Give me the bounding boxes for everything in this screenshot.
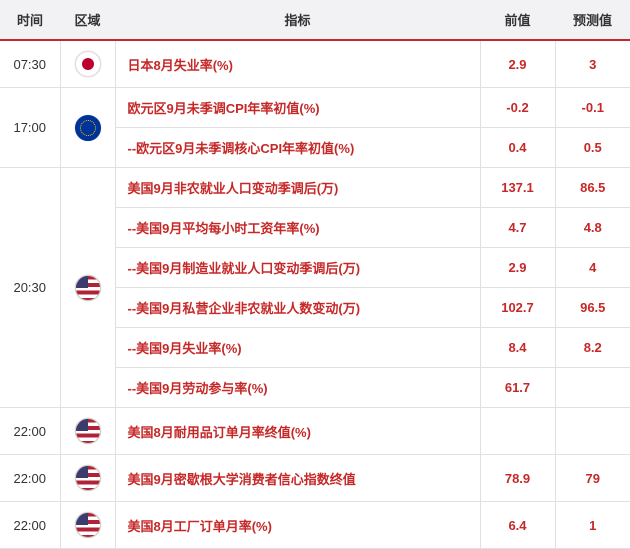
table-row: 20:30美国9月非农就业人口变动季调后(万)137.186.5 bbox=[0, 168, 630, 208]
cell-forecast: 3 bbox=[555, 40, 630, 88]
cell-prev bbox=[480, 408, 555, 455]
cell-region bbox=[60, 88, 115, 168]
cell-region bbox=[60, 502, 115, 549]
cell-forecast: 1 bbox=[555, 502, 630, 549]
cell-region bbox=[60, 408, 115, 455]
cell-forecast bbox=[555, 368, 630, 408]
us-flag-icon bbox=[75, 512, 101, 538]
cell-forecast bbox=[555, 408, 630, 455]
cell-forecast: 4 bbox=[555, 248, 630, 288]
cell-forecast: -0.1 bbox=[555, 88, 630, 128]
cell-forecast: 96.5 bbox=[555, 288, 630, 328]
cell-prev: 2.9 bbox=[480, 248, 555, 288]
cell-indicator: --美国9月平均每小时工资年率(%) bbox=[115, 208, 480, 248]
header-region: 区域 bbox=[60, 0, 115, 40]
economic-calendar-table: 时间 区域 指标 前值 预测值 07:30日本8月失业率(%)2.9317:00… bbox=[0, 0, 630, 549]
cell-region bbox=[60, 168, 115, 408]
cell-indicator: 欧元区9月未季调CPI年率初值(%) bbox=[115, 88, 480, 128]
header-prev: 前值 bbox=[480, 0, 555, 40]
cell-indicator: 美国8月工厂订单月率(%) bbox=[115, 502, 480, 549]
cell-time: 22:00 bbox=[0, 502, 60, 549]
eu-flag-icon bbox=[75, 115, 101, 141]
cell-prev: 4.7 bbox=[480, 208, 555, 248]
cell-time: 17:00 bbox=[0, 88, 60, 168]
cell-region bbox=[60, 455, 115, 502]
cell-indicator: 美国9月非农就业人口变动季调后(万) bbox=[115, 168, 480, 208]
us-flag-icon bbox=[75, 465, 101, 491]
cell-prev: 137.1 bbox=[480, 168, 555, 208]
cell-prev: 6.4 bbox=[480, 502, 555, 549]
cell-time: 22:00 bbox=[0, 408, 60, 455]
cell-prev: 8.4 bbox=[480, 328, 555, 368]
table-row: 22:00 美国9月密歇根大学消费者信心指数终值78.979 bbox=[0, 455, 630, 502]
cell-prev: 0.4 bbox=[480, 128, 555, 168]
us-flag-icon bbox=[75, 418, 101, 444]
jp-flag-icon bbox=[75, 51, 101, 77]
table-row: 22:00 美国8月工厂订单月率(%)6.41 bbox=[0, 502, 630, 549]
cell-indicator: --美国9月私营企业非农就业人数变动(万) bbox=[115, 288, 480, 328]
cell-forecast: 8.2 bbox=[555, 328, 630, 368]
header-row: 时间 区域 指标 前值 预测值 bbox=[0, 0, 630, 40]
cell-indicator: 日本8月失业率(%) bbox=[115, 40, 480, 88]
cell-indicator: --美国9月劳动参与率(%) bbox=[115, 368, 480, 408]
cell-indicator: --美国9月制造业就业人口变动季调后(万) bbox=[115, 248, 480, 288]
cell-prev: 61.7 bbox=[480, 368, 555, 408]
cell-prev: 78.9 bbox=[480, 455, 555, 502]
header-forecast: 预测值 bbox=[555, 0, 630, 40]
cell-indicator: 美国8月耐用品订单月率终值(%) bbox=[115, 408, 480, 455]
header-indicator: 指标 bbox=[115, 0, 480, 40]
cell-prev: 102.7 bbox=[480, 288, 555, 328]
table-row: 07:30 日本8月失业率(%)2.93 bbox=[0, 40, 630, 88]
cell-time: 20:30 bbox=[0, 168, 60, 408]
table-row: 22:00 美国8月耐用品订单月率终值(%) bbox=[0, 408, 630, 455]
cell-prev: 2.9 bbox=[480, 40, 555, 88]
cell-forecast: 0.5 bbox=[555, 128, 630, 168]
cell-prev: -0.2 bbox=[480, 88, 555, 128]
header-time: 时间 bbox=[0, 0, 60, 40]
cell-forecast: 86.5 bbox=[555, 168, 630, 208]
cell-indicator: 美国9月密歇根大学消费者信心指数终值 bbox=[115, 455, 480, 502]
cell-forecast: 79 bbox=[555, 455, 630, 502]
us-flag-icon bbox=[75, 275, 101, 301]
table-row: 17:00欧元区9月未季调CPI年率初值(%)-0.2-0.1 bbox=[0, 88, 630, 128]
cell-indicator: --美国9月失业率(%) bbox=[115, 328, 480, 368]
cell-forecast: 4.8 bbox=[555, 208, 630, 248]
cell-time: 07:30 bbox=[0, 40, 60, 88]
cell-time: 22:00 bbox=[0, 455, 60, 502]
cell-region bbox=[60, 40, 115, 88]
cell-indicator: --欧元区9月未季调核心CPI年率初值(%) bbox=[115, 128, 480, 168]
